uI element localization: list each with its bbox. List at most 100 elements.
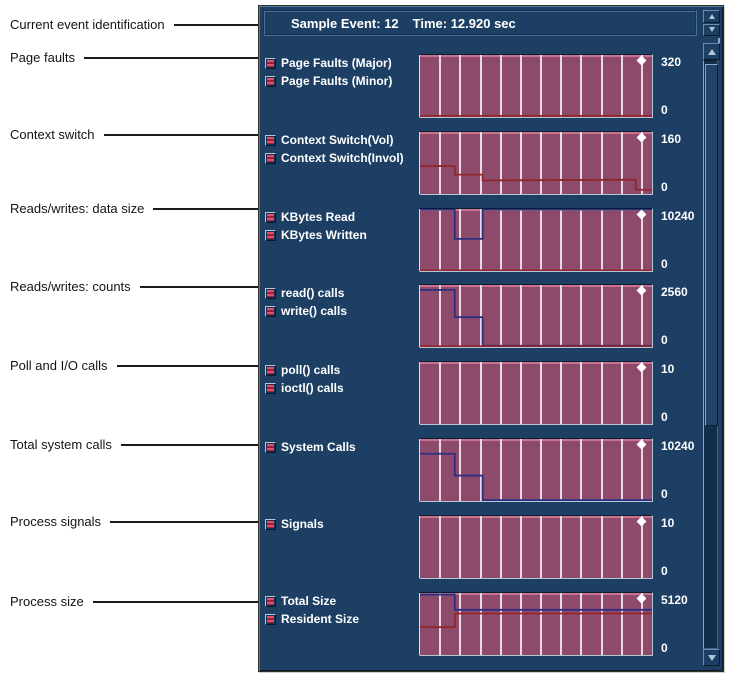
chart-traces — [420, 132, 652, 194]
legend-toggle-button[interactable] — [265, 287, 276, 299]
gridline — [459, 439, 462, 501]
legend-toggle-button[interactable] — [265, 152, 276, 164]
legend-item: Total Size — [265, 593, 336, 609]
gridline — [540, 362, 543, 424]
legend-label: poll() calls — [281, 363, 341, 377]
pane-down-button[interactable] — [703, 23, 720, 36]
legend-toggle-icon — [267, 307, 274, 315]
chart-traces — [420, 516, 652, 578]
legend-toggle-button[interactable] — [265, 518, 276, 530]
legend-toggle-button[interactable] — [265, 613, 276, 625]
legend-label: ioctl() calls — [281, 381, 344, 395]
legend-toggle-button[interactable] — [265, 441, 276, 453]
gridline — [519, 439, 522, 501]
gridline — [459, 132, 462, 194]
legend-label: Context Switch(Invol) — [281, 151, 404, 165]
y-min-label: 0 — [661, 564, 668, 578]
event-marker-line — [641, 593, 644, 655]
legend-toggle-icon — [267, 136, 274, 144]
gridline — [499, 209, 502, 271]
y-min-label: 0 — [661, 257, 668, 271]
time-text: Time: 12.920 sec — [412, 15, 516, 31]
gridline — [560, 516, 563, 578]
gridline — [459, 285, 462, 347]
legend-toggle-button[interactable] — [265, 595, 276, 607]
diagram-label: Page faults — [10, 48, 258, 66]
pane-up-button[interactable] — [703, 10, 720, 23]
gridline — [439, 362, 442, 424]
gridline — [580, 209, 583, 271]
legend-label: Resident Size — [281, 612, 360, 626]
gridline — [580, 362, 583, 424]
legend-toggle-icon — [267, 59, 274, 67]
legend-label: KBytes Written — [281, 228, 367, 242]
legend-label: Page Faults (Minor) — [281, 74, 393, 88]
legend-item: Context Switch(Invol) — [265, 150, 404, 166]
y-min-label: 0 — [661, 103, 668, 117]
y-max-label: 10240 — [661, 209, 695, 223]
diagram-label: Process signals — [10, 512, 258, 530]
y-max-label: 10240 — [661, 439, 695, 453]
gridline — [479, 362, 482, 424]
chart-area-fill — [420, 55, 652, 117]
legend-toggle-button[interactable] — [265, 75, 276, 87]
gridline — [479, 132, 482, 194]
gridline — [540, 132, 543, 194]
diagram-label-text: Current event identification — [10, 16, 165, 32]
legend-toggle-icon — [267, 366, 274, 374]
y-min-label: 0 — [661, 333, 668, 347]
gridline — [419, 516, 420, 578]
diagram-label-text: Poll and I/O calls — [10, 357, 108, 373]
scroll-up-button[interactable] — [703, 43, 720, 60]
gridline — [580, 132, 583, 194]
gridline — [439, 439, 442, 501]
gridline — [540, 285, 543, 347]
callout-line — [139, 285, 258, 288]
gridline — [580, 55, 583, 117]
legend-toggle-button[interactable] — [265, 305, 276, 317]
gridline — [499, 285, 502, 347]
callout-line — [103, 133, 258, 136]
diagram-label-text: Process size — [10, 593, 84, 609]
y-max-label: 160 — [661, 132, 682, 146]
diagram-label-text: Reads/writes: data size — [10, 200, 145, 216]
scrollbar-thumb[interactable] — [705, 64, 718, 426]
diagram-label: Context switch — [10, 125, 258, 143]
strip-chart — [419, 54, 653, 118]
legend-item: write() calls — [265, 303, 347, 319]
scroll-down-button[interactable] — [703, 649, 720, 666]
diagram-label: Process size — [10, 592, 258, 610]
scroll-up-icon — [707, 48, 716, 55]
gridline — [479, 439, 482, 501]
legend-toggle-icon — [267, 213, 274, 221]
chart-area-fill — [420, 593, 652, 655]
legend-label: write() calls — [281, 304, 348, 318]
legend-toggle-button[interactable] — [265, 134, 276, 146]
gridline — [519, 362, 522, 424]
diagram-label-text: Process signals — [10, 513, 102, 529]
legend-toggle-icon — [267, 520, 274, 528]
legend-label: Context Switch(Vol) — [281, 133, 394, 147]
gridline — [479, 285, 482, 347]
legend-label: System Calls — [281, 440, 356, 454]
gridline — [479, 55, 482, 117]
legend-toggle-button[interactable] — [265, 364, 276, 376]
legend-toggle-button[interactable] — [265, 211, 276, 223]
legend-item: Resident Size — [265, 611, 359, 627]
gridline — [439, 593, 442, 655]
gridline — [419, 132, 420, 194]
legend-toggle-button[interactable] — [265, 382, 276, 394]
chart-traces — [420, 439, 652, 501]
diagram-label: Reads/writes: counts — [10, 277, 258, 295]
y-max-label: 2560 — [661, 285, 688, 299]
legend-label: Signals — [281, 517, 324, 531]
legend-toggle-button[interactable] — [265, 229, 276, 241]
callout-line — [116, 364, 258, 367]
legend-item: System Calls — [265, 439, 356, 455]
vertical-scrollbar[interactable] — [703, 43, 720, 666]
gridline — [620, 55, 623, 117]
legend-toggle-button[interactable] — [265, 57, 276, 69]
scrollbar-track[interactable] — [703, 60, 718, 649]
gridline — [499, 439, 502, 501]
gridline — [419, 362, 420, 424]
